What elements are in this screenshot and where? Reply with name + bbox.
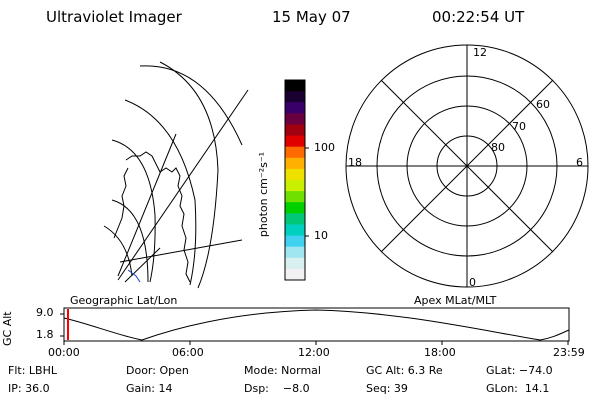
color-bar <box>284 79 309 281</box>
mlt-label-6: 6 <box>576 156 583 169</box>
orbit-xtick-1800: 18:00 <box>424 346 456 359</box>
orbit-xtick-0600: 06:00 <box>172 346 204 359</box>
colorbar-band <box>285 146 305 159</box>
colorbar-unit-label: photon cm⁻²s⁻¹ <box>257 151 271 238</box>
colorbar-band <box>285 180 305 192</box>
instrument-title: Ultraviolet Imager <box>46 8 182 26</box>
mlt-label-12: 12 <box>473 46 487 59</box>
colorbar-band <box>285 191 305 203</box>
colorbar-band <box>285 213 305 225</box>
lat-label-80: 80 <box>491 141 505 154</box>
colorbar-tick-100: 100 <box>314 141 335 154</box>
mlt-label-18: 18 <box>348 156 362 169</box>
colorbar-band <box>285 80 305 92</box>
info-seq: Seq: 39 <box>366 382 408 395</box>
time-label: 00:22:54 UT <box>432 8 525 26</box>
colorbar-band <box>285 224 305 237</box>
colorbar-band <box>285 235 305 248</box>
colorbar-band <box>285 268 305 281</box>
info-glat: GLat: −74.0 <box>486 364 553 377</box>
orbit-xtick-2359: 23:59 <box>553 346 585 359</box>
info-gain: Gain: 14 <box>126 382 173 395</box>
lat-label-60: 60 <box>536 98 550 111</box>
orbit-xtick-0000: 00:00 <box>48 346 80 359</box>
info-flt: Flt: LBHL <box>8 364 57 377</box>
polar-panel-label: Apex MLat/MLT <box>414 294 497 307</box>
info-ip: IP: 36.0 <box>8 382 50 395</box>
colorbar-band <box>285 246 305 259</box>
colorbar-band <box>285 157 305 170</box>
info-mode: Mode: Normal <box>244 364 321 377</box>
lat-label-70: 70 <box>512 120 526 133</box>
info-gc-alt: GC Alt: 6.3 Re <box>366 364 443 377</box>
date-label: 15 May 07 <box>272 8 351 26</box>
colorbar-band <box>285 168 305 181</box>
colorbar-band <box>285 102 305 114</box>
orbit-ytick-1-8: 1.8 <box>36 328 54 341</box>
colorbar-band <box>285 113 305 125</box>
colorbar-band <box>285 135 305 148</box>
colorbar-band <box>285 124 305 137</box>
colorbar-band <box>285 91 305 103</box>
info-dsp: Dsp: −8.0 <box>244 382 310 395</box>
info-glon: GLon: 14.1 <box>486 382 550 395</box>
info-door: Door: Open <box>126 364 189 377</box>
orbit-ylabel: GC Alt <box>1 311 14 346</box>
colorbar-band <box>285 257 305 270</box>
orbit-ytick-9: 9.0 <box>36 306 54 319</box>
orbit-xtick-1200: 12:00 <box>298 346 330 359</box>
geo-panel-label: Geographic Lat/Lon <box>70 294 178 307</box>
colorbar-band <box>285 202 305 214</box>
colorbar-tick-10: 10 <box>314 229 328 242</box>
mlt-label-0: 0 <box>469 276 476 289</box>
